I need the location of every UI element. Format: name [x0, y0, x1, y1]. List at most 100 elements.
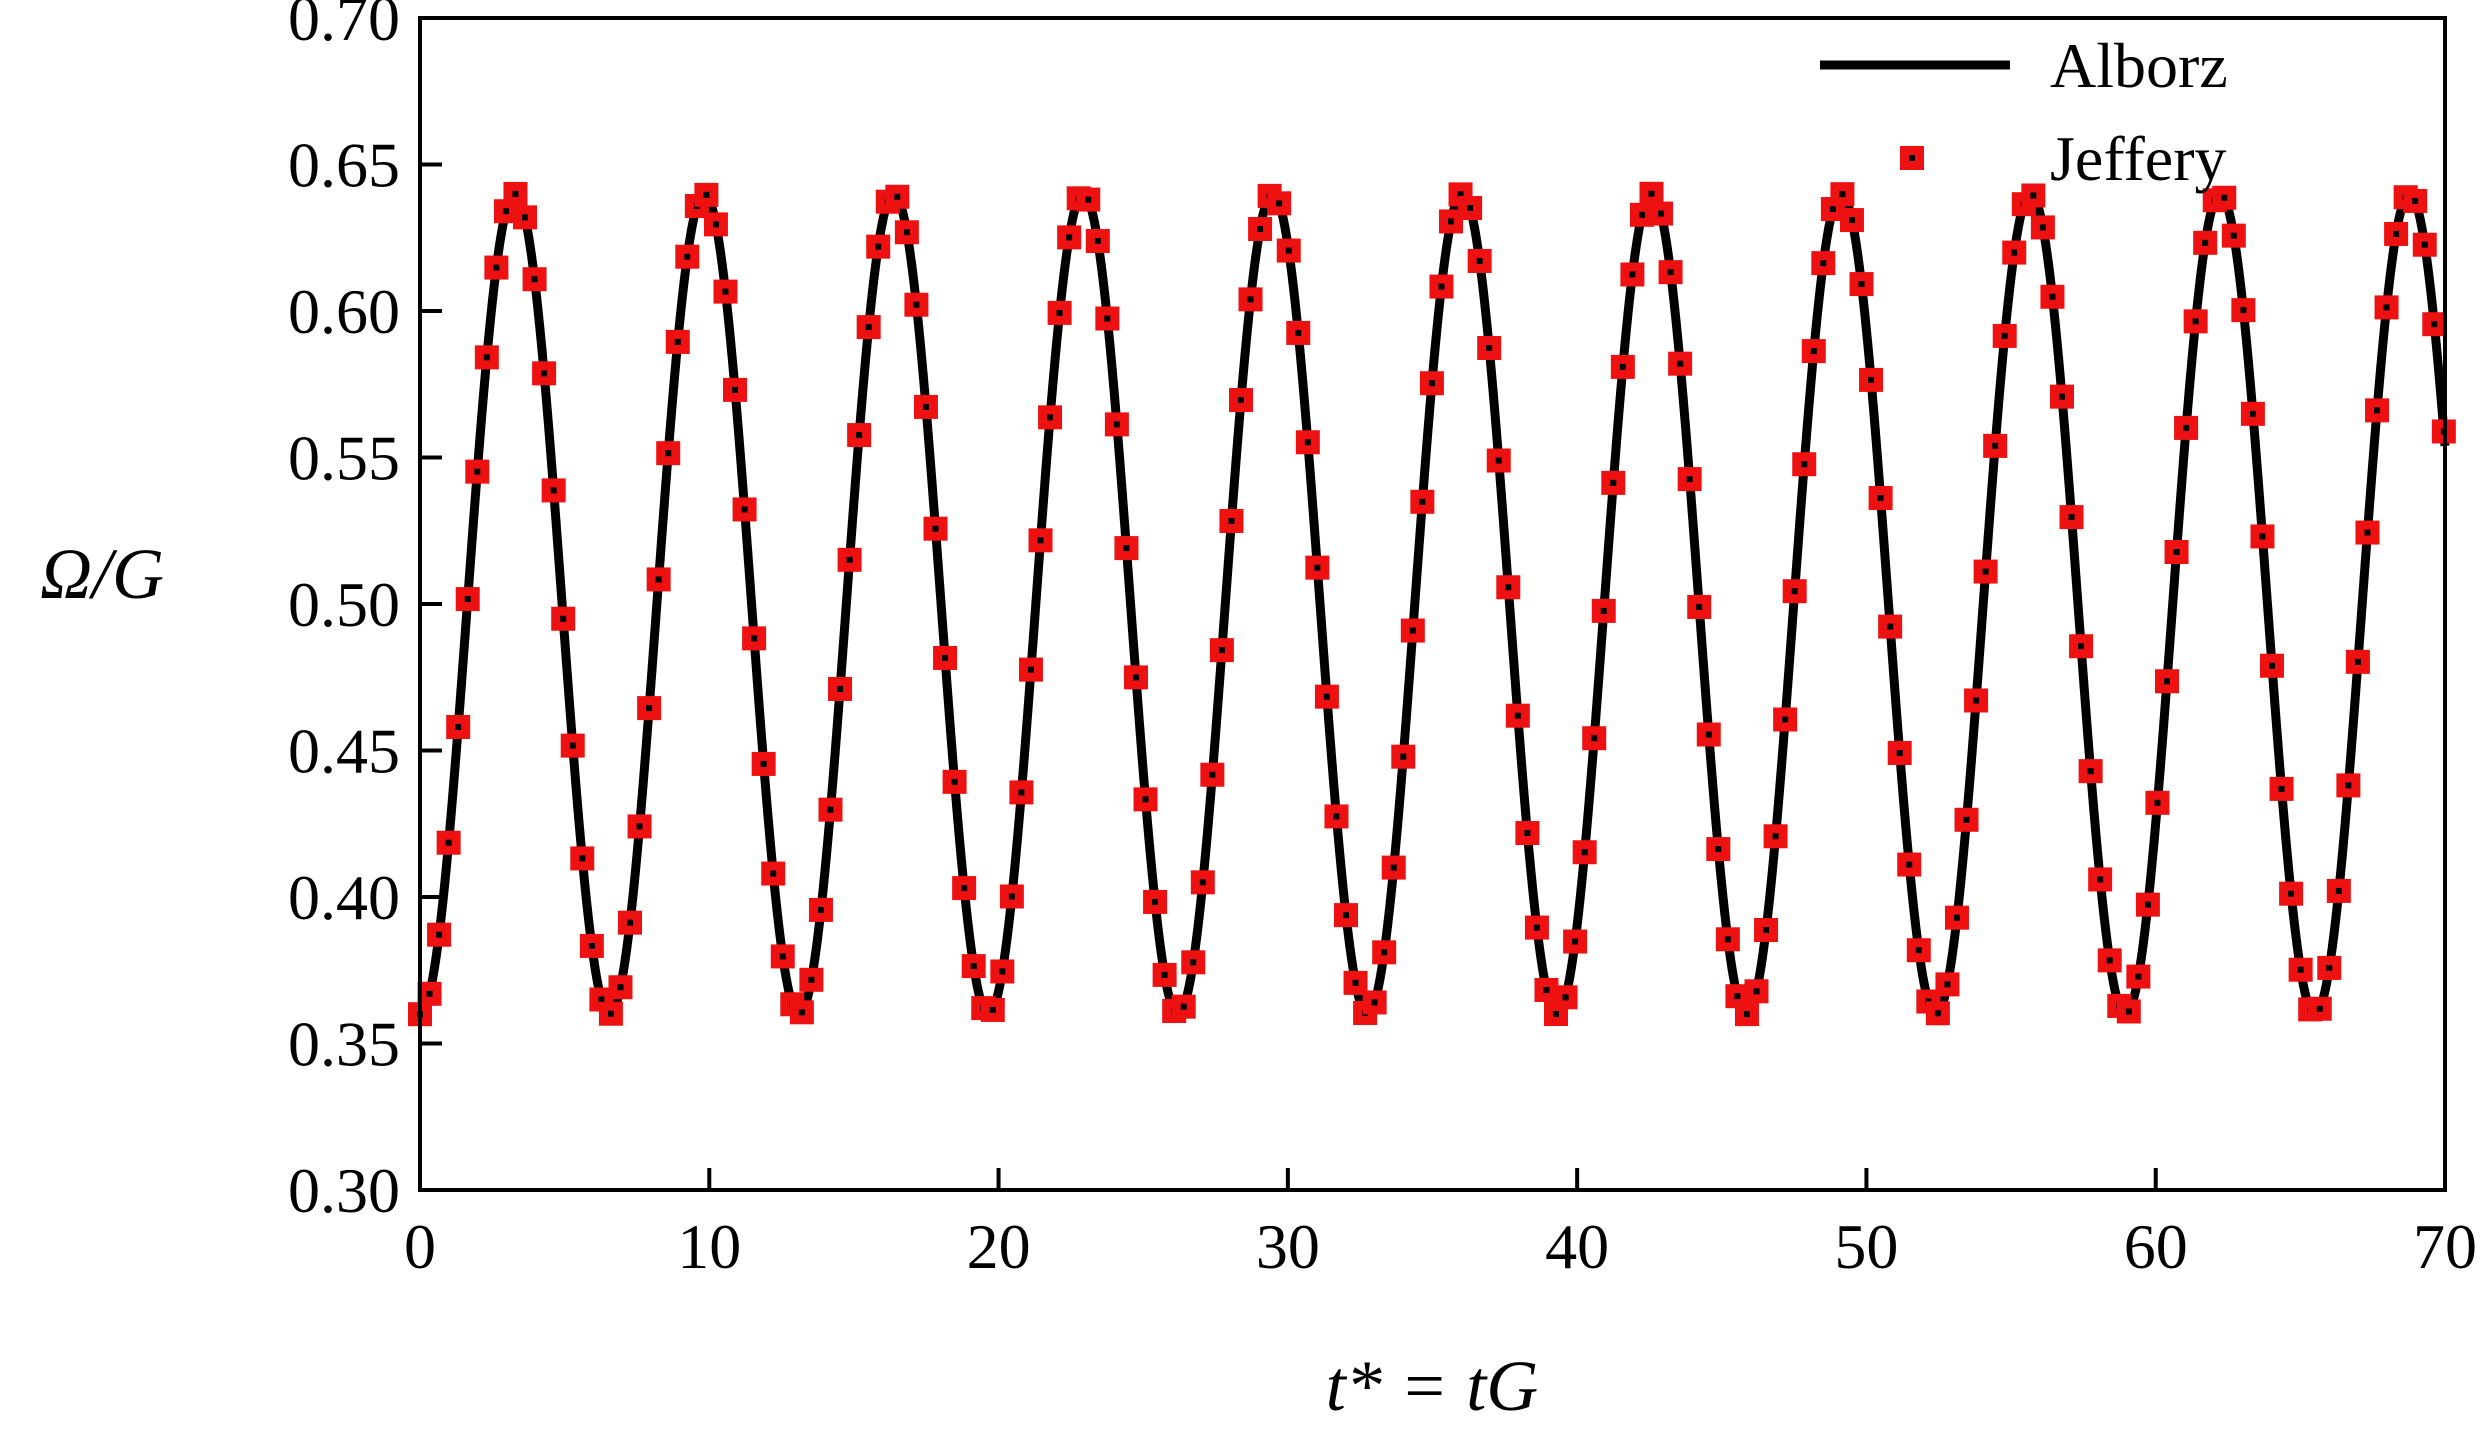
- jeffery-marker-dot: [436, 931, 443, 938]
- jeffery-marker-dot: [2030, 192, 2037, 199]
- jeffery-marker-dot: [1858, 281, 1865, 288]
- jeffery-marker-dot: [1810, 348, 1817, 355]
- jeffery-marker-dot: [2221, 194, 2228, 201]
- jeffery-marker-dot: [512, 190, 519, 197]
- jeffery-marker-dot: [1753, 988, 1760, 995]
- jeffery-marker-dot: [1686, 476, 1693, 483]
- jeffery-marker-dot: [2011, 249, 2018, 256]
- jeffery-marker-dot: [798, 1009, 805, 1016]
- jeffery-marker-dot: [1724, 936, 1731, 943]
- jeffery-marker-dot: [1448, 218, 1455, 225]
- jeffery-marker-dot: [1715, 846, 1722, 853]
- jeffery-marker-dot: [856, 432, 863, 439]
- jeffery-marker-dot: [1600, 607, 1607, 614]
- jeffery-marker-dot: [2039, 224, 2046, 231]
- jeffery-marker-dot: [1018, 789, 1025, 796]
- jeffery-marker-dot: [2278, 785, 2285, 792]
- jeffery-marker-dot: [2297, 966, 2304, 973]
- x-axis-title: t* = tG: [1326, 1346, 1539, 1426]
- jeffery-marker-dot: [1581, 849, 1588, 856]
- jeffery-marker-dot: [1801, 461, 1808, 468]
- jeffery-marker-dot: [703, 191, 710, 198]
- jeffery-marker-dot: [1648, 190, 1655, 197]
- jeffery-marker-dot: [1104, 315, 1111, 322]
- jeffery-marker-dot: [2078, 643, 2085, 650]
- jeffery-marker-dot: [865, 324, 872, 331]
- jeffery-marker-dot: [1533, 924, 1540, 931]
- jeffery-marker-dot: [1161, 971, 1168, 978]
- x-tick-label: 10: [677, 1211, 741, 1282]
- jeffery-marker-dot: [1123, 545, 1130, 552]
- jeffery-marker-dot: [932, 525, 939, 532]
- jeffery-marker-dot: [1142, 796, 1149, 803]
- x-tick-label: 0: [404, 1211, 436, 1282]
- jeffery-marker-dot: [2087, 768, 2094, 775]
- jeffery-marker-dot: [1934, 1010, 1941, 1017]
- jeffery-marker-dot: [999, 968, 1006, 975]
- jeffery-marker-dot: [2001, 332, 2008, 339]
- jeffery-marker-dot: [2259, 533, 2266, 540]
- jeffery-marker-dot: [426, 990, 433, 997]
- jeffery-marker-dot: [2316, 1005, 2323, 1012]
- jeffery-marker-dot: [2173, 549, 2180, 555]
- jeffery-marker-dot: [1982, 568, 1989, 575]
- jeffery-marker-dot: [2144, 901, 2151, 908]
- jeffery-marker-dot: [2164, 678, 2170, 685]
- jeffery-marker-dot: [1505, 584, 1512, 591]
- jeffery-marker-dot: [1677, 360, 1684, 367]
- jeffery-marker-dot: [2383, 304, 2390, 311]
- jeffery-marker-dot: [541, 370, 548, 377]
- jeffery-marker-dot: [1467, 204, 1474, 211]
- jeffery-marker-dot: [1218, 647, 1225, 654]
- y-tick-label: 0.30: [288, 1155, 400, 1226]
- jeffery-marker-dot: [2202, 239, 2209, 246]
- jeffery-marker-dot: [522, 214, 529, 221]
- jeffery-marker-dot: [1228, 517, 1235, 524]
- legend-label-alborz: Alborz: [2050, 30, 2228, 101]
- jeffery-marker-dot: [846, 556, 853, 563]
- jeffery-marker-dot: [2240, 307, 2247, 314]
- jeffery-marker-dot: [1524, 830, 1531, 837]
- jeffery-marker-dot: [2192, 318, 2199, 325]
- jeffery-marker-dot: [665, 450, 672, 457]
- x-tick-label: 60: [2124, 1211, 2188, 1282]
- jeffery-marker-dot: [1562, 994, 1569, 1001]
- jeffery-marker-dot: [970, 963, 977, 970]
- jeffery-marker-dot: [751, 635, 758, 642]
- jeffery-marker-dot: [1963, 816, 1970, 823]
- jeffery-marker-dot: [617, 984, 624, 991]
- jeffery-marker-dot: [1352, 979, 1359, 986]
- jeffery-marker-dot: [646, 705, 653, 712]
- jeffery-marker-dot: [1486, 345, 1493, 352]
- jeffery-marker-dot: [1381, 949, 1388, 956]
- jeffery-marker-dot: [1304, 439, 1311, 446]
- jeffery-marker-dot: [1763, 926, 1770, 933]
- jeffery-marker-dot: [636, 823, 643, 830]
- jeffery-marker-dot: [579, 855, 586, 862]
- jeffery-marker-dot: [903, 229, 910, 236]
- jeffery-marker-dot: [2431, 321, 2438, 328]
- legend: Alborz Jeffery: [1820, 30, 2228, 194]
- jeffery-marker-dot: [1085, 196, 1092, 203]
- jeffery-marker-dot: [1906, 861, 1913, 868]
- jeffery-marker-dot: [550, 487, 557, 494]
- jeffery-marker-dot: [2068, 514, 2075, 521]
- jeffery-marker-dot: [1915, 947, 1922, 954]
- y-tick-label: 0.65: [288, 130, 400, 201]
- jeffery-marker-dot: [1247, 296, 1254, 303]
- y-axis-title: Ω/G: [40, 534, 164, 614]
- jeffery-marker-dot: [483, 354, 490, 361]
- jeffery-marker-dot: [1696, 603, 1703, 610]
- jeffery-marker-dot: [1619, 363, 1626, 370]
- jeffery-marker-dot: [1371, 999, 1378, 1006]
- jeffery-marker-dot: [627, 919, 634, 926]
- y-tick-label: 0.50: [288, 569, 400, 640]
- jeffery-marker-dot: [1973, 697, 1980, 704]
- jeffery-marker-dot: [1113, 421, 1120, 428]
- jeffery-marker-dot: [455, 724, 462, 731]
- jeffery-marker-dot: [2393, 230, 2400, 237]
- jeffery-marker-dot: [1610, 479, 1617, 486]
- jeffery-marker-dot: [588, 942, 595, 949]
- jeffery-marker-dot: [894, 193, 901, 200]
